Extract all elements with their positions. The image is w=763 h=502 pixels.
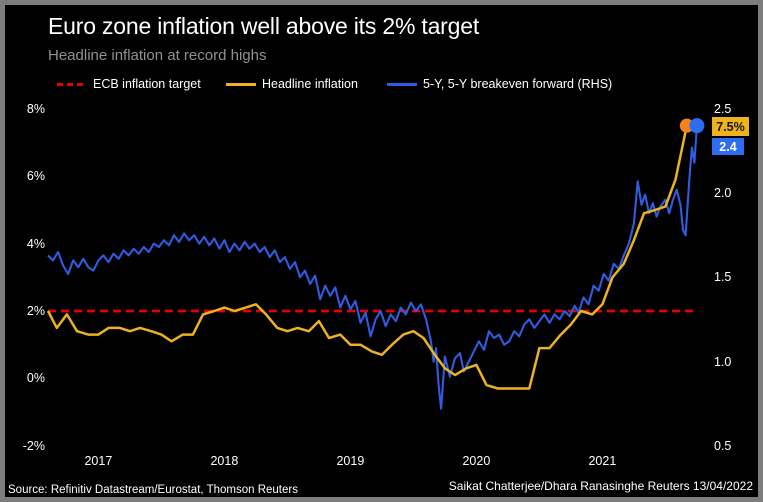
- legend-swatch-breakeven-forward: [387, 82, 417, 86]
- right-axis-tick: 2.0: [714, 186, 732, 201]
- legend-label-headline-inflation: Headline inflation: [262, 77, 358, 91]
- breakeven-forward-line: [47, 125, 698, 410]
- source-note: Source: Refinitiv Datastream/Eurostat, T…: [8, 484, 298, 496]
- legend-item-breakeven-forward: 5-Y, 5-Y breakeven forward (RHS): [387, 77, 612, 91]
- legend-label-breakeven-forward: 5-Y, 5-Y breakeven forward (RHS): [423, 77, 613, 91]
- legend-item-ecb-target: ECB inflation target: [57, 77, 201, 91]
- chart-canvas: [46, 118, 705, 410]
- right-axis-tick: 1.5: [714, 270, 732, 285]
- page-title: Euro zone inflation well above its 2% ta…: [48, 13, 480, 39]
- legend-swatch-headline-inflation: [226, 82, 256, 86]
- legend-item-headline-inflation: Headline inflation: [226, 77, 358, 91]
- right-axis-tick: 1.0: [714, 354, 732, 369]
- breakeven-value-badge: 2.4: [712, 138, 744, 155]
- x-axis-tick: 2020: [462, 454, 491, 468]
- left-axis-tick: -2%: [22, 438, 45, 453]
- left-axis-tick: 8%: [26, 101, 45, 116]
- legend-swatch-ecb-target: [57, 82, 87, 86]
- x-axis-tick: 2018: [210, 454, 239, 468]
- headline-inflation-line: [46, 125, 689, 390]
- left-axis-tick: 2%: [26, 304, 45, 318]
- page-subtitle: Headline inflation at record highs: [48, 47, 267, 64]
- x-axis-tick: 2019: [336, 454, 365, 468]
- left-axis-tick: 4%: [26, 236, 45, 251]
- legend-label-ecb-target: ECB inflation target: [93, 77, 201, 91]
- credit-note: Saikat Chatterjee/Dhara Ranasinghe Reute…: [448, 479, 753, 493]
- x-axis-tick: 2017: [84, 454, 113, 468]
- left-axis-tick: 6%: [26, 169, 45, 184]
- x-axis-tick: 2021: [588, 454, 617, 468]
- left-axis-tick: 0%: [26, 371, 45, 386]
- right-axis-tick: 0.5: [714, 438, 732, 453]
- breakeven-end-marker: [689, 118, 705, 134]
- right-axis-tick: 2.5: [714, 101, 732, 116]
- headline-value-badge: 7.5%: [712, 117, 749, 136]
